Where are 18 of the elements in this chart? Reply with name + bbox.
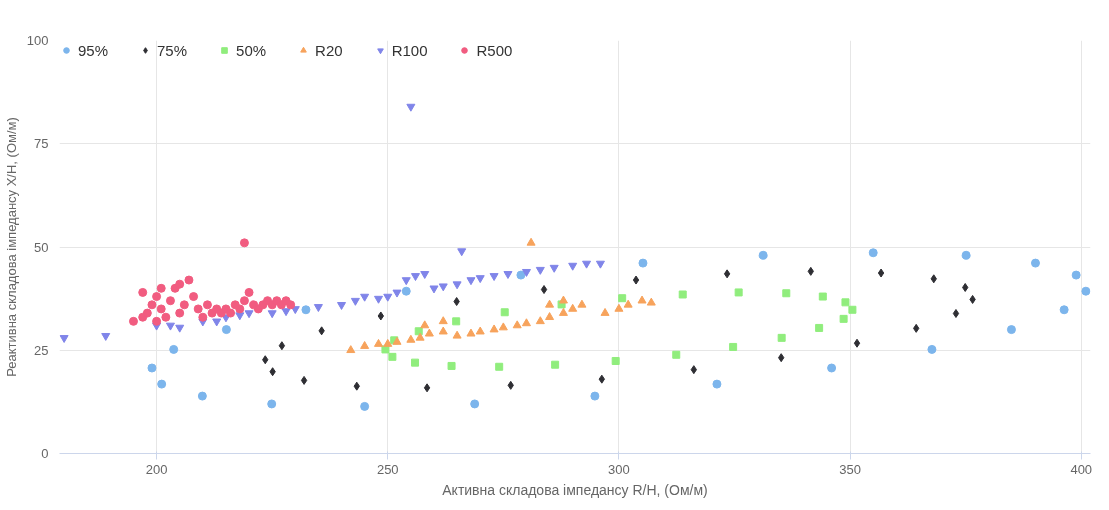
x-tick-label: 300 — [608, 461, 630, 477]
y-tick-label: 50 — [34, 239, 49, 255]
y-axis-title: Реактивна складова імпедансу X/H, (Ом/м) — [3, 117, 19, 377]
y-tick-label: 75 — [34, 136, 49, 152]
legend-label: R500 — [476, 41, 513, 59]
x-tick-label: 400 — [1070, 461, 1093, 477]
y-tick-label: 25 — [34, 342, 49, 358]
legend-label: 95% — [78, 41, 109, 59]
y-tick-label: 0 — [41, 446, 49, 461]
x-tick-label: 250 — [376, 461, 399, 477]
x-tick-label: 350 — [839, 461, 861, 477]
legend-label: 75% — [157, 41, 188, 59]
legend-label: 50% — [236, 41, 267, 59]
x-axis-title: Активна складова імпедансу R/H, (Ом/м) — [442, 481, 708, 498]
legend-label: R20 — [315, 41, 343, 59]
legend-label: R100 — [391, 41, 428, 59]
x-tick-label: 200 — [145, 461, 168, 477]
y-tick-label: 100 — [26, 33, 49, 48]
